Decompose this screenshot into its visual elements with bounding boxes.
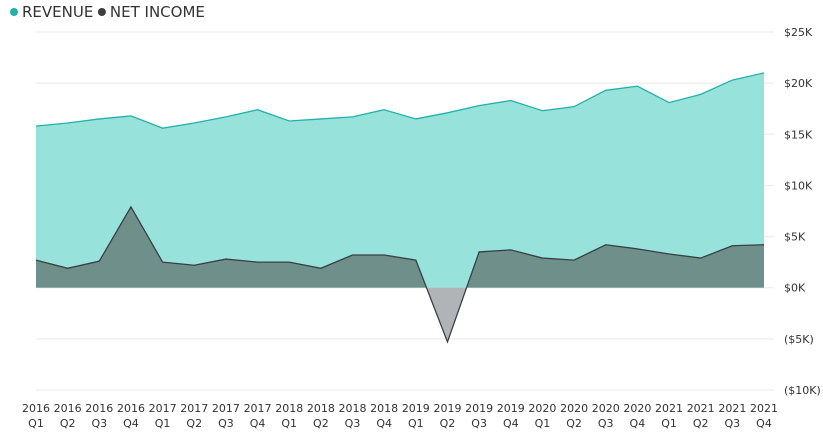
x-tick-year: 2020 (592, 402, 620, 415)
x-tick-year: 2019 (433, 402, 461, 415)
x-tick-quarter: Q1 (281, 417, 297, 430)
x-tick-year: 2019 (402, 402, 430, 415)
x-tick-quarter: Q1 (408, 417, 424, 430)
x-tick-quarter: Q4 (630, 417, 646, 430)
x-tick-quarter: Q2 (566, 417, 582, 430)
net-income-area-positive (36, 206, 764, 288)
y-tick-label: $20K (784, 77, 813, 90)
legend-label-0: REVENUE (22, 3, 93, 21)
x-tick-year: 2016 (85, 402, 113, 415)
x-tick-year: 2021 (655, 402, 683, 415)
x-tick-year: 2018 (339, 402, 367, 415)
x-tick-year: 2017 (149, 402, 177, 415)
x-tick-quarter: Q4 (123, 417, 139, 430)
y-tick-label: $25K (784, 26, 813, 39)
y-tick-label: ($10K) (784, 384, 821, 397)
revenue-line (35, 72, 765, 129)
x-tick-quarter: Q4 (756, 417, 772, 430)
x-tick-quarter: Q1 (535, 417, 551, 430)
legend-marker-1 (97, 8, 106, 16)
x-tick-year: 2017 (244, 402, 272, 415)
x-tick-quarter: Q3 (345, 417, 361, 430)
x-tick-quarter: Q1 (661, 417, 677, 430)
x-tick-quarter: Q4 (503, 417, 519, 430)
x-tick-year: 2021 (750, 402, 778, 415)
series-areas (36, 72, 764, 342)
y-tick-label: ($5K) (784, 333, 814, 346)
x-tick-quarter: Q1 (155, 417, 171, 430)
series-lines (35, 72, 765, 344)
x-tick-year: 2021 (687, 402, 715, 415)
x-tick-quarter: Q3 (725, 417, 741, 430)
x-tick-quarter: Q4 (376, 417, 392, 430)
x-tick-year: 2016 (54, 402, 82, 415)
x-tick-quarter: Q2 (313, 417, 329, 430)
legend: REVENUE NET INCOME (10, 3, 205, 21)
x-tick-quarter: Q2 (693, 417, 709, 430)
x-tick-year: 2018 (307, 402, 335, 415)
x-tick-year: 2016 (117, 402, 145, 415)
y-axis: $25K $20K $15K $10K $5K $0K ($5K) ($10K) (784, 26, 821, 397)
x-tick-quarter: Q3 (91, 417, 107, 430)
x-axis: 2016 Q1 2016 Q2 2016 Q3 2016 Q4 2017 Q1 2017 Q2 2017… (22, 402, 778, 430)
x-tick-quarter: Q3 (218, 417, 234, 430)
x-tick-quarter: Q4 (250, 417, 266, 430)
x-tick-year: 2018 (275, 402, 303, 415)
x-tick-quarter: Q3 (598, 417, 614, 430)
x-tick-year: 2019 (497, 402, 525, 415)
x-tick-quarter: Q2 (60, 417, 76, 430)
x-tick-year: 2017 (180, 402, 208, 415)
x-tick-year: 2020 (560, 402, 588, 415)
legend-label-1: NET INCOME (110, 3, 205, 21)
x-tick-year: 2020 (623, 402, 651, 415)
legend-marker-0 (10, 8, 18, 16)
y-tick-label: $0K (784, 282, 806, 295)
x-tick-year: 2019 (465, 402, 493, 415)
net-income-area-negative (426, 287, 467, 342)
x-tick-quarter: Q1 (28, 417, 44, 430)
x-tick-quarter: Q2 (186, 417, 202, 430)
x-tick-quarter: Q3 (471, 417, 487, 430)
x-tick-year: 2018 (370, 402, 398, 415)
x-tick-year: 2021 (718, 402, 746, 415)
x-tick-year: 2020 (528, 402, 556, 415)
x-tick-year: 2017 (212, 402, 240, 415)
y-tick-label: $15K (784, 128, 813, 141)
net-income-line (35, 205, 765, 344)
revenue-area (36, 72, 764, 288)
x-tick-year: 2016 (22, 402, 50, 415)
x-tick-quarter: Q2 (440, 417, 456, 430)
y-tick-label: $5K (784, 231, 806, 244)
y-tick-label: $10K (784, 179, 813, 192)
